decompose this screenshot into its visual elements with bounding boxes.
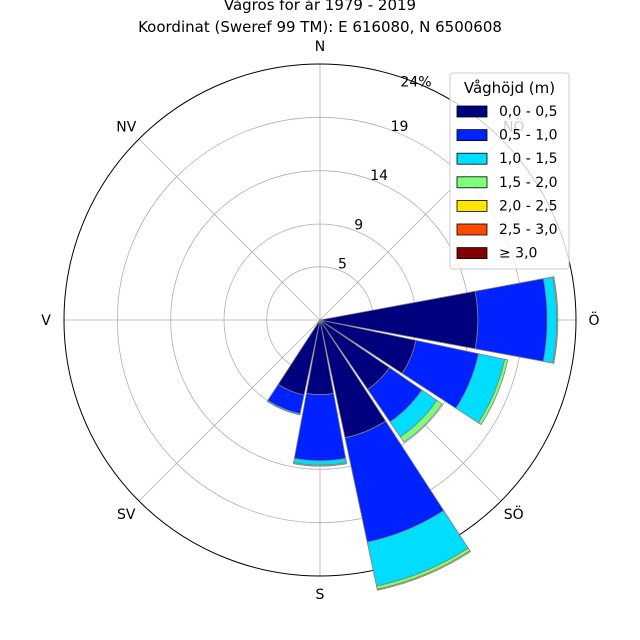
bar-1-bin-3 [477, 358, 509, 426]
legend-label-5: 2,5 - 3,0 [499, 222, 557, 238]
rose-bars [266, 276, 559, 591]
spoke-sw [138, 319, 321, 502]
ring-label-0: 5 [338, 257, 347, 273]
legend-label-6: ≥ 3,0 [499, 246, 537, 262]
bar-0-bin-3 [552, 276, 559, 364]
legend-swatch-2 [456, 152, 488, 165]
direction-label-N: N [315, 39, 325, 55]
bar-5-bin-2 [266, 399, 301, 416]
direction-label-se: SÖ [504, 505, 524, 523]
ring-label-3: 19 [391, 119, 409, 135]
legend-swatch-0 [456, 105, 488, 118]
legend-swatch-5 [456, 223, 488, 236]
legend-label-3: 1,5 - 2,0 [499, 175, 557, 191]
legend-box [449, 72, 570, 270]
direction-label-sw: SV [117, 507, 136, 523]
direction-label-nw: NV [116, 119, 136, 135]
bar-2-bin-3 [399, 399, 443, 443]
legend-label-0: 0,0 - 0,5 [499, 104, 557, 120]
outer-ring [63, 63, 577, 577]
chart-subtitle: Koordinat (Sweref 99 TM): E 616080, N 65… [138, 18, 502, 36]
bar-3-bin-4 [376, 550, 472, 591]
legend-swatch-3 [456, 176, 488, 189]
direction-label-w: V [41, 313, 51, 329]
legend-label-1: 0,5 - 1,0 [499, 128, 557, 144]
bar-0-bin-1 [474, 278, 548, 362]
legend-label-2: 1,0 - 1,5 [499, 151, 557, 167]
chart-title: Vågros för år 1979 - 2019 [223, 0, 417, 14]
legend-title: Våghöjd (m) [464, 79, 555, 97]
outer-ring-label: 24% [400, 74, 431, 90]
legend-swatch-1 [456, 129, 488, 142]
legend: Våghöjd (m) 0,0 - 0,5 0,5 - 1,0 1,0 - 1,5 1,… [449, 72, 570, 270]
direction-label-s: S [316, 587, 325, 603]
ring-label-2: 14 [370, 168, 388, 184]
legend-label-4: 2,0 - 2,5 [499, 198, 557, 214]
legend-swatch-6 [456, 247, 488, 260]
legend-swatch-4 [456, 199, 488, 212]
bar-4-bin-3 [292, 462, 348, 467]
ring-label-1: 9 [354, 217, 363, 233]
spoke-nw [138, 138, 321, 321]
direction-label-e: Ö [588, 311, 599, 329]
